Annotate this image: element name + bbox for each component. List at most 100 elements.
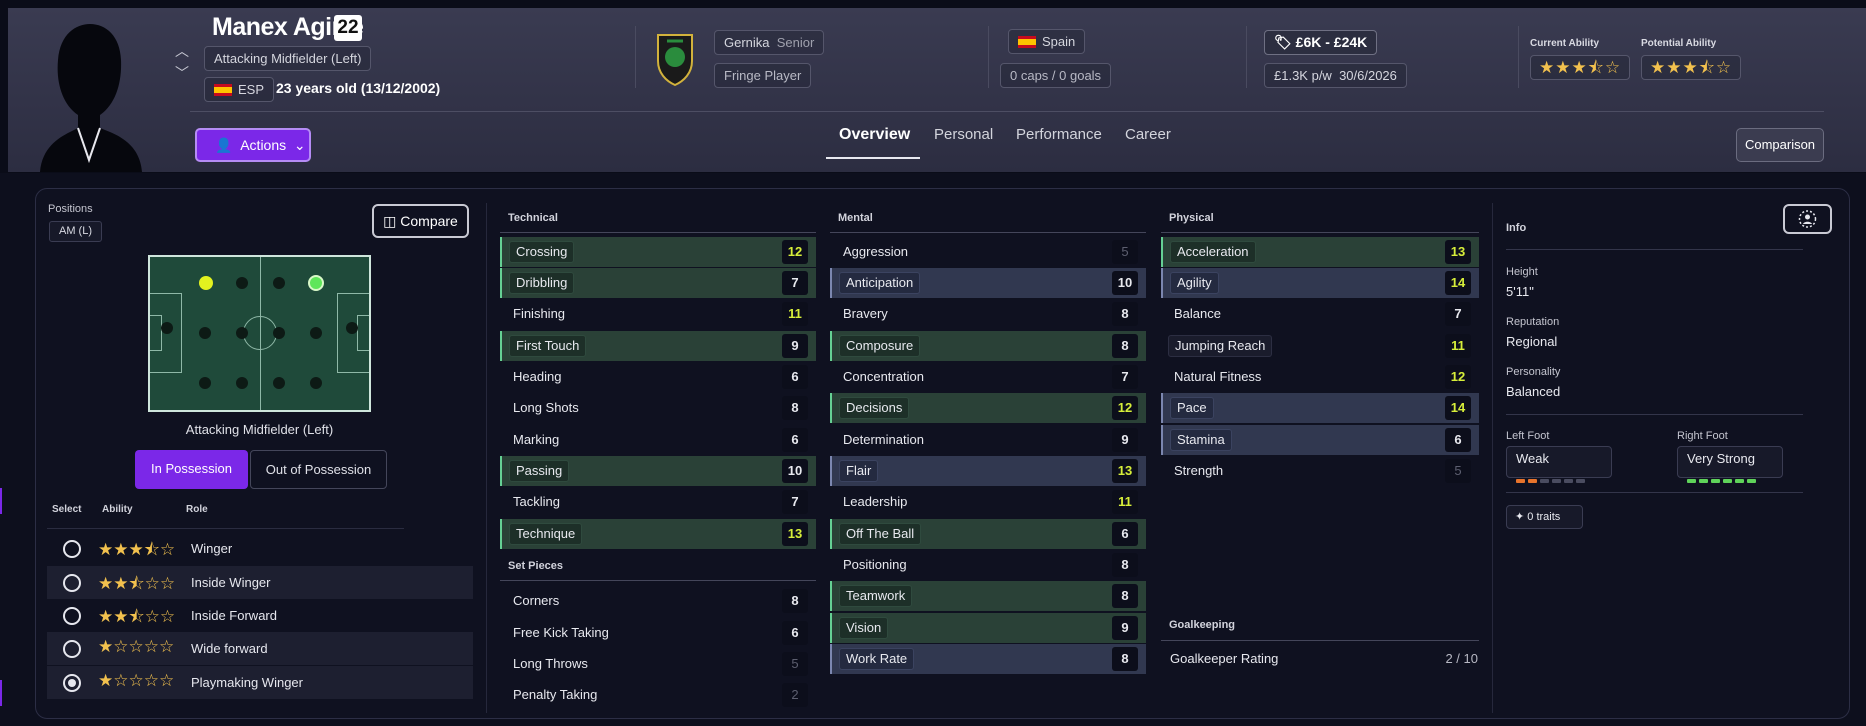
role-row[interactable]: ★★⯪☆☆ Inside Winger [47,566,473,599]
transfer-value-pill[interactable]: 🏷 £6K - £24K [1264,30,1378,55]
position-dot[interactable] [236,377,248,389]
role-radio-selected[interactable] [63,674,81,692]
position-dot[interactable] [236,277,248,289]
attribute-row[interactable]: Leadership 11 [830,487,1146,517]
attribute-row[interactable]: Acceleration 13 [1161,237,1479,267]
tab-overview[interactable]: Overview [839,126,911,143]
ability-column-header: Ability [102,504,133,515]
price-tag-icon: 🏷 [1274,34,1292,50]
attribute-row[interactable]: Vision 9 [830,613,1146,643]
attribute-row[interactable]: Corners 8 [500,586,816,616]
attribute-row[interactable]: Positioning 8 [830,550,1146,580]
attribute-row[interactable]: Flair 13 [830,456,1146,486]
attribute-row[interactable]: Heading 6 [500,362,816,392]
attribute-row[interactable]: Long Shots 8 [500,393,816,423]
attribute-row[interactable]: Crossing 12 [500,237,816,267]
role-rating-stars: ★★⯪☆☆ [98,607,176,626]
attribute-row[interactable]: Stamina 6 [1161,425,1479,455]
attribute-row[interactable]: Work Rate 8 [830,644,1146,674]
attribute-row[interactable]: Teamwork 8 [830,581,1146,611]
attribute-row[interactable]: Concentration 7 [830,362,1146,392]
attribute-row[interactable]: Aggression 5 [830,237,1146,267]
role-row[interactable]: ★☆☆☆☆ Playmaking Winger [47,666,473,699]
player-profile-button[interactable] [1783,204,1832,234]
role-radio[interactable] [63,640,81,658]
attribute-row[interactable]: Free Kick Taking 6 [500,618,816,648]
attribute-row[interactable]: Determination 9 [830,425,1146,455]
tab-personal[interactable]: Personal [934,126,994,143]
position-caption: Attacking Midfielder (Left) [185,422,334,437]
nation-pill[interactable]: Spain [1008,29,1086,54]
position-dot[interactable] [273,277,285,289]
role-radio[interactable] [63,574,81,592]
left-foot-box: Weak [1506,446,1612,483]
attribute-row[interactable]: Tackling 7 [500,487,816,517]
positions-label: Positions [48,203,93,215]
role-row[interactable]: ★★⯪☆☆ Inside Forward [47,599,473,632]
out-of-possession-button[interactable]: Out of Possession [250,450,387,489]
attribute-row[interactable]: Penalty Taking 2 [500,680,816,710]
attribute-value: 14 [1445,271,1471,295]
player-header: ︿ ﹀ Manex Agirre 22 Attacking Midfielder… [0,0,1866,173]
compare-button[interactable]: ◫ Compare [372,204,469,238]
role-name: Winger [191,541,233,556]
foot-bar-empty [1564,479,1573,483]
nationality-pill[interactable]: ESP [204,77,275,102]
role-radio[interactable] [63,540,81,558]
role-radio[interactable] [63,607,81,625]
position-dot[interactable] [310,377,322,389]
attribute-name: Agility [1170,272,1219,294]
attribute-row[interactable]: First Touch 9 [500,331,816,361]
position-pitch [148,255,371,412]
attribute-row[interactable]: Bravery 8 [830,299,1146,329]
previous-player-chevron-up-icon[interactable]: ︿ [175,43,189,59]
club-crest-icon[interactable] [654,31,696,87]
position-dot[interactable] [310,327,322,339]
attribute-row[interactable]: Strength 5 [1161,456,1479,486]
actions-label: Actions [240,137,287,153]
role-row[interactable]: ★☆☆☆☆ Wide forward [47,632,473,665]
position-dot[interactable] [236,327,248,339]
attribute-row[interactable]: Composure 8 [830,331,1146,361]
attribute-value: 5 [1445,459,1471,483]
position-dot[interactable] [161,322,173,334]
squad-status-pill: Fringe Player [714,63,812,88]
attribute-row[interactable]: Long Throws 5 [500,649,816,679]
position-dot[interactable] [273,377,285,389]
selected-position-dot[interactable] [308,275,324,291]
attribute-row[interactable]: Decisions 12 [830,393,1146,423]
attribute-row[interactable]: Off The Ball 6 [830,519,1146,549]
role-rating-stars: ★★★⯪☆ [98,540,176,559]
foot-bar-empty [1576,479,1585,483]
tab-performance[interactable]: Performance [1016,126,1102,143]
next-player-chevron-down-icon[interactable]: ﹀ [175,65,189,81]
position-dot[interactable] [346,322,358,334]
attribute-row[interactable]: Passing 10 [500,456,816,486]
attribute-row[interactable]: Natural Fitness 12 [1161,362,1479,392]
role-row[interactable]: ★★★⯪☆ Winger [47,532,473,565]
traits-button[interactable]: ✦ 0 traits [1506,505,1583,529]
attribute-row[interactable]: Marking 6 [500,425,816,455]
club-pill[interactable]: Gernika Senior [714,30,825,55]
attribute-row[interactable]: Finishing 11 [500,299,816,329]
tab-career[interactable]: Career [1125,126,1171,143]
potential-ability-label: Potential Ability [1641,38,1717,49]
transfer-value: £6K - £24K [1295,34,1368,50]
in-possession-button[interactable]: In Possession [135,450,248,489]
actions-button[interactable]: 👤 Actions ⌄ [195,128,311,162]
position-dot[interactable] [199,327,211,339]
natural-position-dot[interactable] [199,276,213,290]
attribute-name: Pace [1170,397,1214,419]
attribute-value: 8 [1112,334,1138,358]
attribute-row[interactable]: Agility 14 [1161,268,1479,298]
position-dot[interactable] [199,377,211,389]
attribute-row[interactable]: Technique 13 [500,519,816,549]
comparison-button[interactable]: Comparison [1736,128,1824,162]
attribute-row[interactable]: Jumping Reach 11 [1161,331,1479,361]
position-dot[interactable] [273,327,285,339]
attribute-row[interactable]: Dribbling 7 [500,268,816,298]
attribute-row[interactable]: Balance 7 [1161,299,1479,329]
attribute-row[interactable]: Pace 14 [1161,393,1479,423]
nation-name: Spain [1042,34,1076,49]
attribute-row[interactable]: Anticipation 10 [830,268,1146,298]
